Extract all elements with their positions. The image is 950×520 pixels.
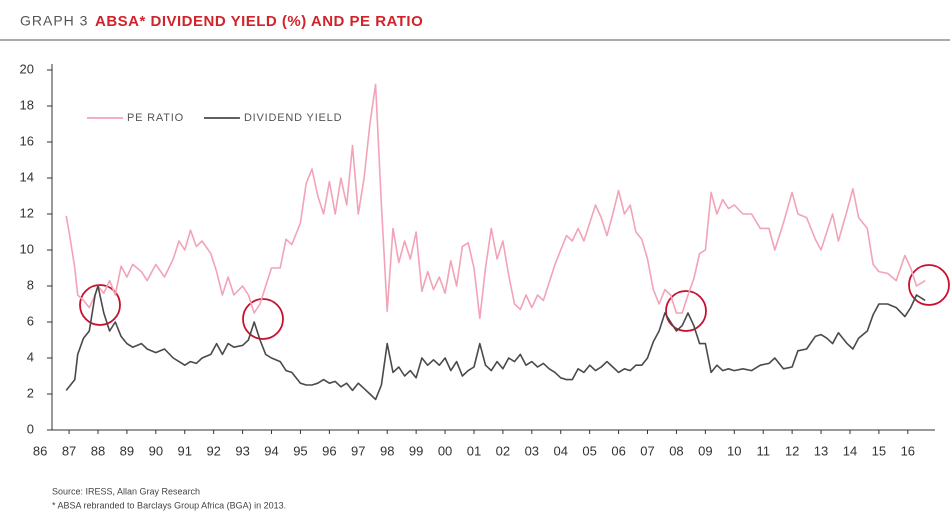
x-tick-label: 10: [727, 443, 741, 458]
x-tick-label: 00: [438, 443, 452, 458]
x-tick-label: 09: [698, 443, 712, 458]
highlight-circle: [908, 264, 950, 306]
x-tick-label: 99: [409, 443, 423, 458]
legend-label: PE RATIO: [127, 112, 184, 124]
data-line: [65, 285, 926, 401]
footnote: * ABSA rebranded to Barclays Group Afric…: [52, 500, 286, 510]
x-tick-label: 87: [62, 443, 76, 458]
y-tick-label: 18: [20, 97, 34, 112]
chart-label: GRAPH 3: [20, 13, 88, 29]
source-note: Source: IRESS, Allan Gray Research: [52, 486, 200, 496]
x-tick-label: 12: [785, 443, 799, 458]
data-line: [65, 83, 926, 320]
x-tick-label: 98: [380, 443, 394, 458]
x-tick-label: 02: [496, 443, 510, 458]
x-tick-label: 04: [554, 443, 568, 458]
x-tick-label: 86: [33, 443, 47, 458]
y-tick-label: 20: [20, 61, 34, 76]
x-tick-label: 08: [669, 443, 683, 458]
highlight-circle: [79, 284, 121, 326]
x-tick-label: 91: [178, 443, 192, 458]
highlight-circle: [242, 298, 284, 340]
x-tick-label: 92: [206, 443, 220, 458]
y-tick-label: 0: [27, 421, 34, 436]
x-tick-label: 89: [120, 443, 134, 458]
x-tick-label: 90: [149, 443, 163, 458]
x-tick-label: 97: [351, 443, 365, 458]
legend-label: DIVIDEND YIELD: [244, 112, 342, 124]
x-tick-label: 93: [235, 443, 249, 458]
chart-title: ABSA* DIVIDEND YIELD (%) AND PE RATIO: [95, 13, 423, 30]
x-tick-label: 07: [640, 443, 654, 458]
y-tick-label: 12: [20, 205, 34, 220]
y-tick-label: 6: [27, 313, 34, 328]
x-tick-label: 95: [293, 443, 307, 458]
y-tick-label: 8: [27, 277, 34, 292]
x-tick-label: 96: [322, 443, 336, 458]
x-tick-label: 06: [611, 443, 625, 458]
x-tick-label: 01: [467, 443, 481, 458]
x-tick-label: 13: [814, 443, 828, 458]
x-tick-label: 15: [872, 443, 886, 458]
x-tick-label: 88: [91, 443, 105, 458]
x-tick-label: 16: [901, 443, 915, 458]
y-tick-label: 4: [27, 349, 34, 364]
y-tick-label: 10: [20, 241, 34, 256]
x-tick-label: 94: [264, 443, 278, 458]
y-tick-label: 2: [27, 385, 34, 400]
x-tick-label: 03: [525, 443, 539, 458]
x-tick-label: 05: [582, 443, 596, 458]
x-tick-label: 11: [756, 443, 770, 458]
y-tick-label: 14: [20, 169, 34, 184]
y-tick-label: 16: [20, 133, 34, 148]
highlight-circle: [665, 290, 707, 332]
x-tick-label: 14: [843, 443, 857, 458]
